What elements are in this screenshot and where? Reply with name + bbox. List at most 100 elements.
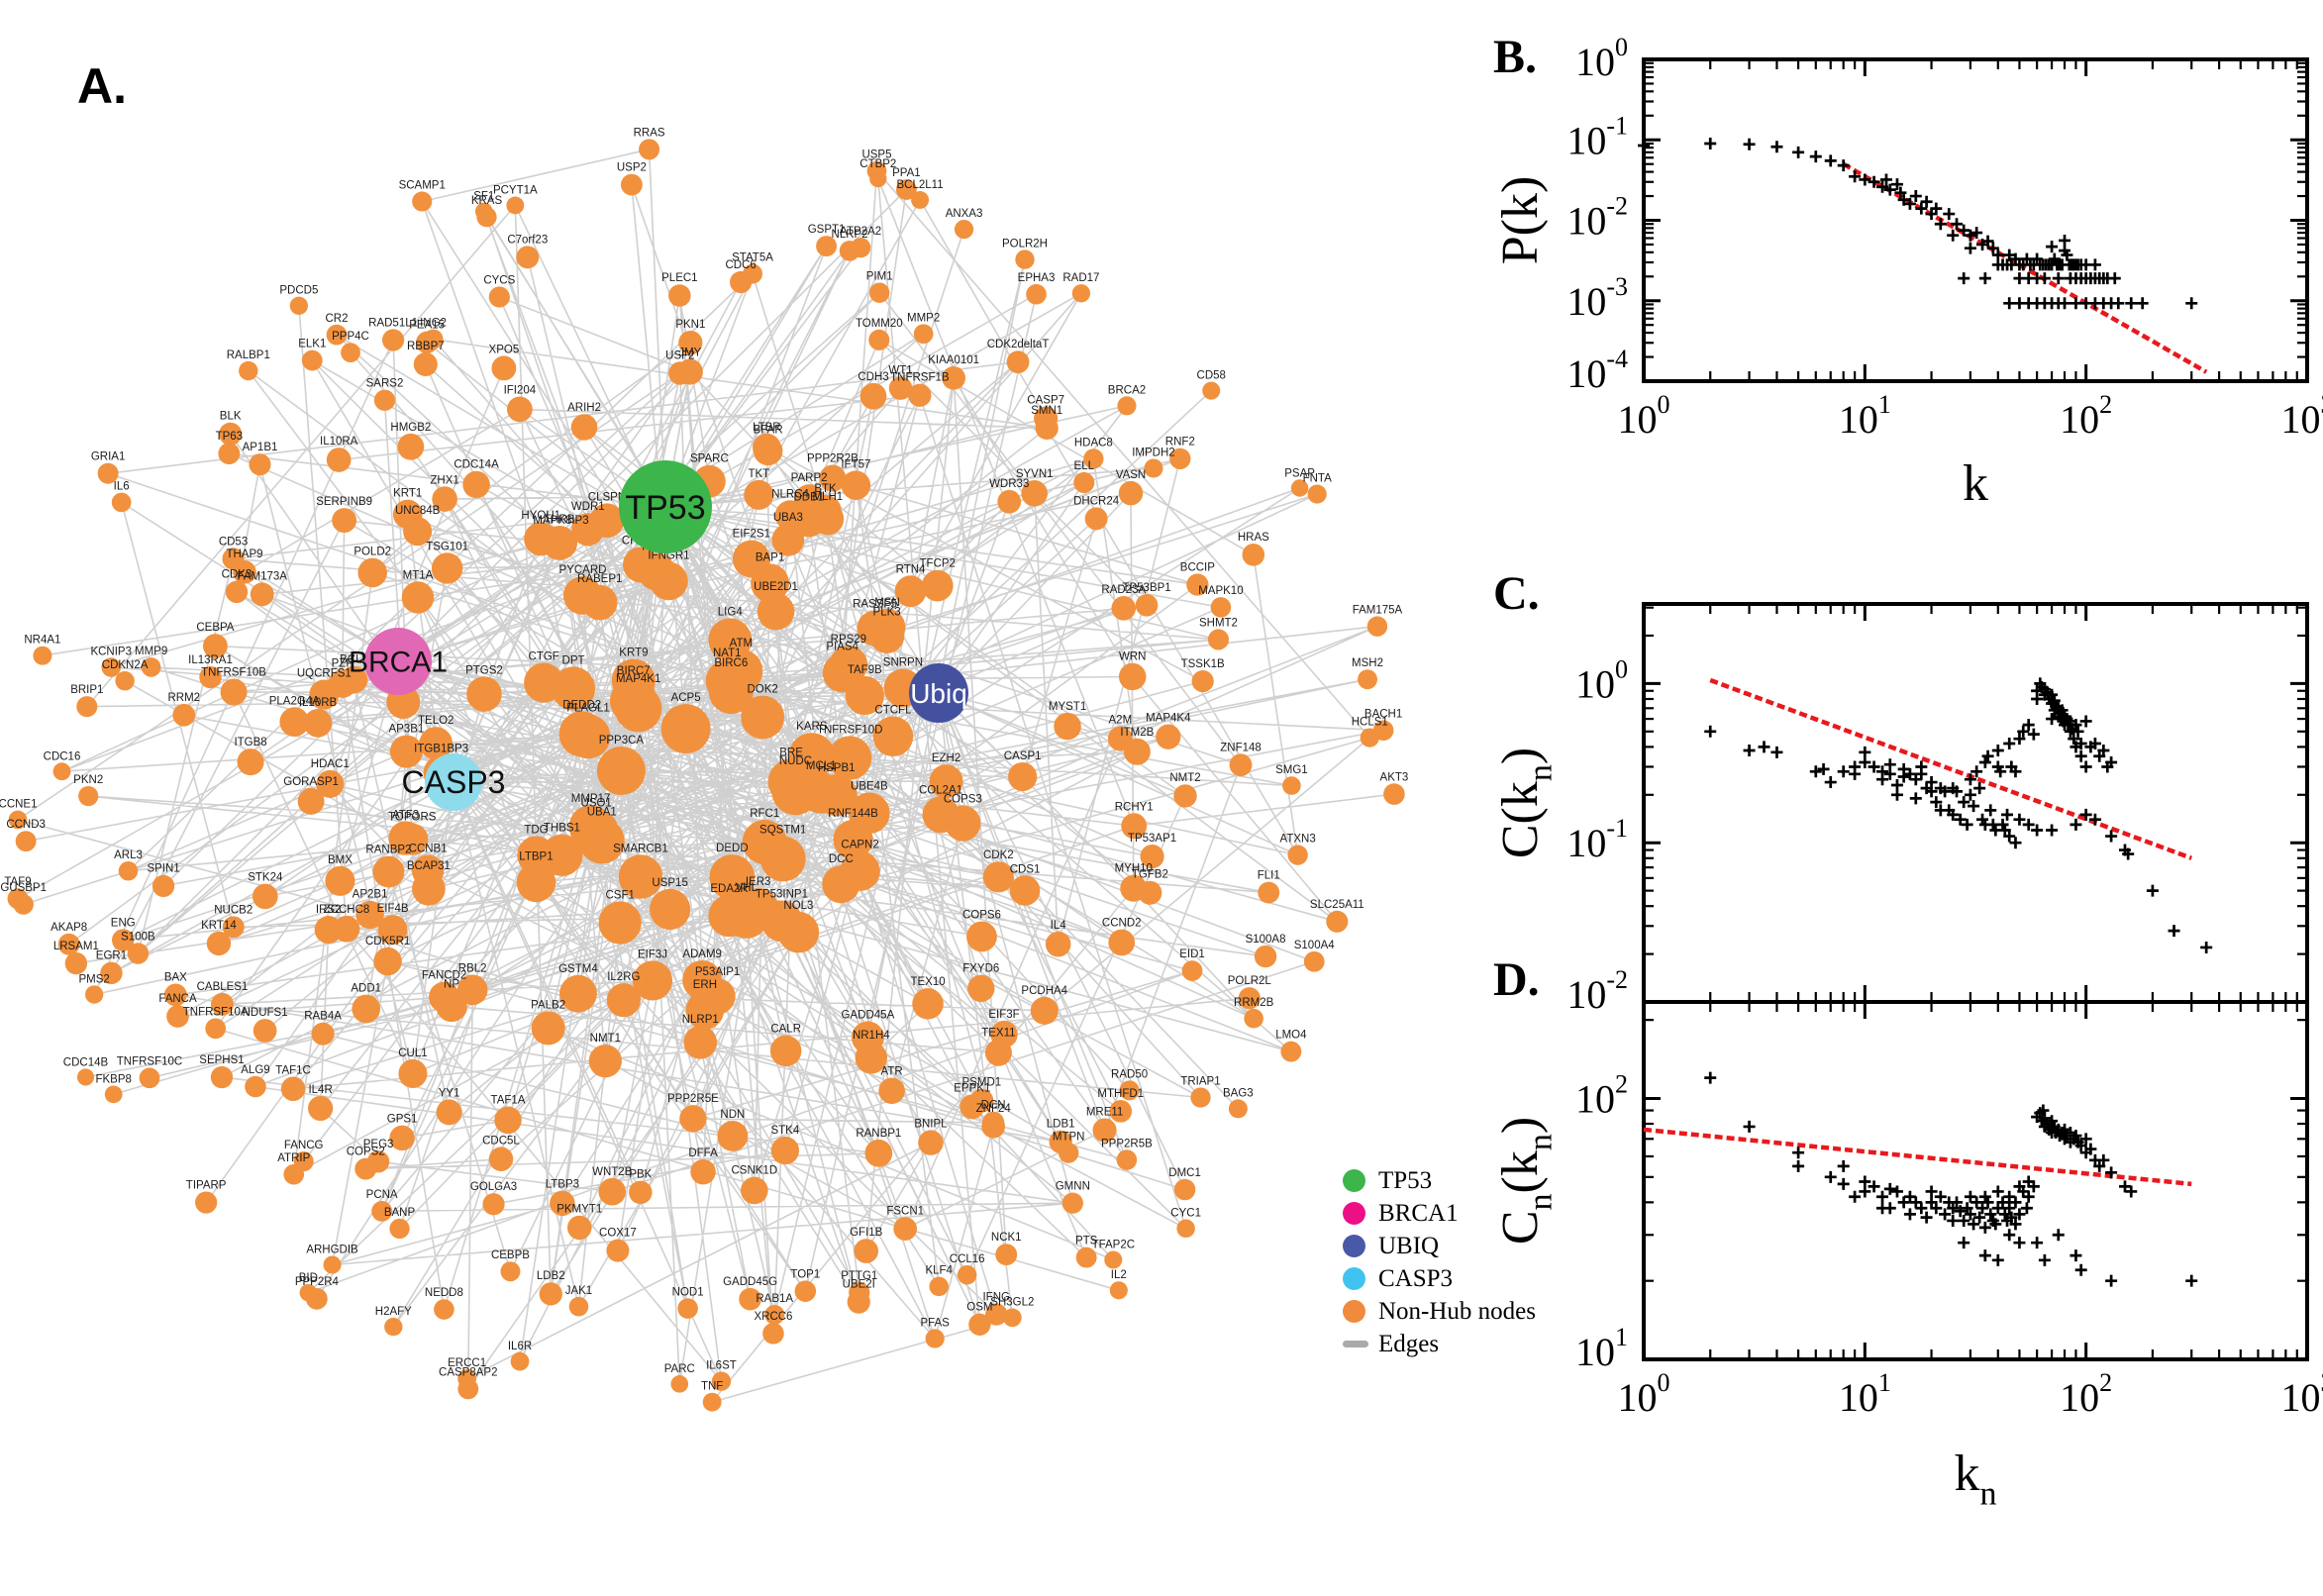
svg-text:IFNG: IFNG: [982, 1291, 1010, 1303]
svg-text:DMC1: DMC1: [1168, 1167, 1201, 1179]
legend-color-dot: [1343, 1267, 1365, 1290]
svg-text:CD53: CD53: [219, 536, 248, 548]
legend-item-edges: Edges: [1343, 1328, 1536, 1360]
svg-text:RASSF5: RASSF5: [853, 599, 897, 611]
svg-text:C7orf23: C7orf23: [507, 234, 548, 246]
svg-text:TOPORS: TOPORS: [388, 812, 437, 824]
svg-text:THBS1: THBS1: [544, 823, 580, 835]
svg-text:PKN1: PKN1: [675, 319, 705, 331]
svg-text:RBL2: RBL2: [458, 962, 487, 974]
svg-text:USP5: USP5: [861, 150, 891, 161]
legend-color-dot: [1343, 1300, 1365, 1323]
svg-text:TRIAP1: TRIAP1: [1180, 1075, 1220, 1087]
svg-text:ERH: ERH: [693, 979, 717, 991]
svg-text:100: 100: [1575, 654, 1628, 706]
panel-d-label: D.: [1493, 953, 1540, 1006]
svg-text:JAK1: JAK1: [565, 1285, 593, 1297]
x-axis-label: kn: [1955, 1446, 1997, 1513]
svg-text:NAT1: NAT1: [713, 648, 742, 659]
svg-text:TAF1A: TAF1A: [491, 1095, 526, 1107]
svg-text:BRE: BRE: [779, 747, 803, 758]
svg-text:ZCCHC8: ZCCHC8: [324, 904, 370, 916]
svg-text:LDB1: LDB1: [1047, 1119, 1075, 1131]
svg-text:NUCB2: NUCB2: [214, 904, 252, 916]
y-axis-label: C(kn): [1492, 748, 1560, 858]
svg-text:FXYD6: FXYD6: [962, 963, 999, 975]
svg-text:ACP5: ACP5: [671, 692, 701, 704]
svg-text:POLR2H: POLR2H: [1002, 238, 1048, 249]
svg-text:RRM2: RRM2: [167, 692, 200, 704]
svg-text:TSSK1B: TSSK1B: [1181, 658, 1225, 670]
svg-text:UNC84B: UNC84B: [395, 505, 441, 517]
y-axis-label: P(k): [1492, 176, 1549, 265]
svg-text:TNFRSF10D: TNFRSF10D: [817, 724, 882, 736]
non-hub-node-labels: ACP5PPP3CARFC1BRENUDCMAP4K1DOK2DEDDUSO1U…: [0, 127, 1408, 1392]
svg-text:CTCFL: CTCFL: [874, 705, 912, 717]
svg-text:JMY: JMY: [678, 347, 701, 358]
svg-text:PSMD1: PSMD1: [962, 1077, 1002, 1089]
svg-text:CASP1: CASP1: [1004, 750, 1042, 762]
svg-text:IER3: IER3: [746, 876, 771, 888]
svg-text:MYH10: MYH10: [1115, 863, 1153, 875]
svg-text:KRT1: KRT1: [393, 488, 422, 500]
svg-text:PPP2R2B: PPP2R2B: [807, 452, 858, 464]
svg-text:S100B: S100B: [121, 931, 155, 943]
svg-text:CDS1: CDS1: [1010, 863, 1041, 875]
svg-text:VASN: VASN: [1116, 469, 1146, 481]
svg-text:NLRP1: NLRP1: [682, 1014, 719, 1026]
svg-text:10-4: 10-4: [1566, 345, 1628, 396]
svg-text:NP: NP: [444, 979, 459, 991]
legend-item-label: Non-Hub nodes: [1378, 1297, 1537, 1325]
svg-text:10-3: 10-3: [1566, 272, 1628, 324]
svg-text:FANCA: FANCA: [158, 993, 197, 1005]
svg-text:100: 100: [1618, 390, 1670, 442]
svg-text:ATXN3: ATXN3: [1280, 833, 1316, 845]
svg-text:GSTM4: GSTM4: [558, 963, 598, 975]
plot-area-D: 100101102103102101knCn(kn): [1492, 1000, 2323, 1513]
svg-text:YY1: YY1: [439, 1087, 460, 1099]
svg-text:PPP3CA: PPP3CA: [599, 735, 645, 747]
svg-text:GSPT1: GSPT1: [808, 224, 846, 236]
svg-text:PPP4C: PPP4C: [332, 331, 369, 343]
svg-text:SERPINB9: SERPINB9: [316, 496, 372, 508]
svg-text:IFT57: IFT57: [841, 458, 870, 470]
svg-text:DCN: DCN: [981, 1100, 1006, 1112]
svg-text:USP15: USP15: [652, 877, 687, 889]
svg-text:RAD51L1: RAD51L1: [368, 317, 418, 329]
svg-text:TGFB2: TGFB2: [1132, 869, 1168, 881]
svg-text:NMT1: NMT1: [590, 1033, 621, 1045]
svg-text:CTGF: CTGF: [529, 650, 559, 662]
svg-text:BNIPL: BNIPL: [914, 1118, 948, 1130]
svg-text:10-1: 10-1: [1566, 814, 1628, 865]
svg-text:BANP: BANP: [384, 1207, 416, 1219]
x-axis-label: k: [1963, 455, 1988, 512]
svg-text:SPIN1: SPIN1: [147, 863, 179, 875]
axis-ticks: [1642, 57, 2309, 383]
svg-text:TFAP2C: TFAP2C: [1092, 1239, 1135, 1250]
svg-text:XPO5: XPO5: [489, 344, 520, 355]
svg-text:RAD50: RAD50: [1111, 1068, 1148, 1080]
svg-text:TAF1C: TAF1C: [275, 1064, 311, 1076]
svg-text:MAP4K4: MAP4K4: [1146, 713, 1191, 725]
svg-text:ZNF24: ZNF24: [976, 1103, 1012, 1115]
svg-text:FNTA: FNTA: [1303, 472, 1333, 484]
svg-text:BAG3: BAG3: [1223, 1087, 1254, 1099]
svg-text:IL4: IL4: [1051, 920, 1067, 932]
svg-text:FAM173A: FAM173A: [237, 570, 287, 582]
svg-text:ADD1: ADD1: [351, 983, 381, 995]
svg-text:GFI1B: GFI1B: [850, 1227, 883, 1239]
svg-text:HDAC1: HDAC1: [311, 758, 350, 770]
svg-text:CR2: CR2: [325, 313, 348, 325]
svg-text:UBE2D1: UBE2D1: [754, 581, 798, 593]
svg-text:PSAP: PSAP: [1284, 467, 1315, 479]
svg-text:LTBP1: LTBP1: [519, 850, 553, 862]
svg-text:CCNE1: CCNE1: [0, 799, 37, 811]
svg-text:STK24: STK24: [248, 872, 283, 884]
svg-text:COL2A1: COL2A1: [919, 784, 962, 796]
svg-text:PLEC1: PLEC1: [661, 272, 697, 284]
svg-text:WDR1: WDR1: [571, 501, 605, 513]
svg-text:THAP9: THAP9: [226, 549, 262, 560]
svg-text:IL2RG: IL2RG: [607, 971, 640, 983]
svg-text:DDB1: DDB1: [793, 492, 824, 504]
svg-text:IL6ST: IL6ST: [706, 1359, 737, 1371]
